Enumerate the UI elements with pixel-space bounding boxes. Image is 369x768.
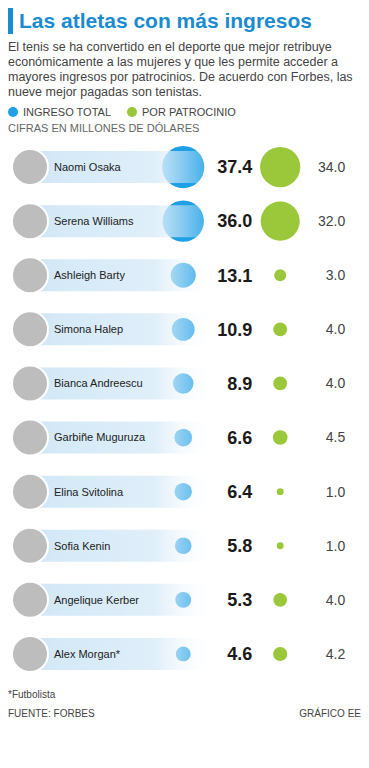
svg-text:13.1: 13.1 (217, 266, 252, 286)
svg-text:4.0: 4.0 (326, 592, 346, 608)
svg-text:34.0: 34.0 (318, 159, 345, 175)
html-text:GRÁFICO EE: GRÁFICO EE (299, 708, 361, 719)
svg-text:4.2: 4.2 (326, 646, 346, 662)
html-text:El tenis se ha convertido en e: El tenis se ha convertido en el deporte … (8, 40, 353, 99)
svg-text:Bianca Andreescu: Bianca Andreescu (54, 377, 143, 389)
svg-text:Serena Williams: Serena Williams (54, 215, 134, 227)
svg-text:37.4: 37.4 (217, 157, 252, 177)
svg-text:32.0: 32.0 (318, 213, 345, 229)
html-text:CIFRAS EN MILLONES DE DÓLARES: CIFRAS EN MILLONES DE DÓLARES (8, 122, 200, 134)
svg-text:Sofia Kenin: Sofia Kenin (54, 540, 110, 552)
svg-text:Elina Svitolina: Elina Svitolina (54, 486, 124, 498)
svg-text:1.0: 1.0 (326, 484, 346, 500)
svg-text:4.5: 4.5 (326, 429, 346, 445)
svg-text:10.9: 10.9 (217, 320, 252, 340)
html-text:FUENTE: FORBES: FUENTE: FORBES (8, 708, 95, 719)
svg-text:4.0: 4.0 (326, 321, 346, 337)
html-text:*Futbolista: *Futbolista (8, 689, 56, 700)
svg-text:5.3: 5.3 (227, 590, 252, 610)
svg-text:Simona Halep: Simona Halep (54, 323, 123, 335)
html-text:INGRESO TOTAL: INGRESO TOTAL (23, 106, 111, 118)
svg-text:Naomi Osaka: Naomi Osaka (54, 161, 122, 173)
svg-text:36.0: 36.0 (217, 211, 252, 231)
svg-text:Garbiñe Muguruza: Garbiñe Muguruza (54, 431, 146, 443)
html-text:POR PATROCINIO: POR PATROCINIO (142, 106, 236, 118)
svg-text:3.0: 3.0 (326, 267, 346, 283)
svg-text:Alex Morgan*: Alex Morgan* (54, 648, 121, 660)
svg-text:6.6: 6.6 (227, 428, 252, 448)
svg-text:4.0: 4.0 (326, 375, 346, 391)
svg-text:4.6: 4.6 (227, 644, 252, 664)
svg-text:1.0: 1.0 (326, 538, 346, 554)
svg-text:6.4: 6.4 (227, 482, 252, 502)
svg-text:Angelique Kerber: Angelique Kerber (54, 594, 139, 606)
html-text:Las atletas con más ingresos: Las atletas con más ingresos (19, 9, 312, 32)
svg-text:5.8: 5.8 (227, 536, 252, 556)
svg-text:8.9: 8.9 (227, 374, 252, 394)
svg-text:Ashleigh Barty: Ashleigh Barty (54, 269, 125, 281)
